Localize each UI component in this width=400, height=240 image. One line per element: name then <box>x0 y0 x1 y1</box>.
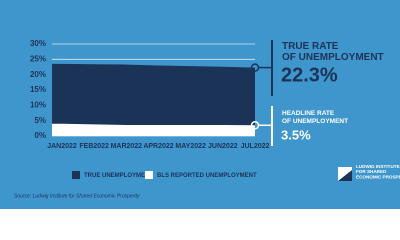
source: Source: Ludwig Institute for Shared Econ… <box>14 193 140 199</box>
y-tick-label: 20% <box>30 70 46 79</box>
logo-mark <box>338 170 352 181</box>
logo: LUDWIG INSTITUTE FOR SHARED ECONOMIC PROSP… <box>356 164 400 179</box>
annotation: HEADLINE RATE OF UNEMPLOYMENT <box>282 110 348 125</box>
area <box>52 63 255 136</box>
y-tick-label: 0% <box>34 131 46 140</box>
x-tick-label: MAY2022 <box>175 143 206 150</box>
annotation: TRUE RATE OF UNEMPLOYMENT <box>282 41 384 63</box>
x-tick-label: MAR2022 <box>111 143 143 150</box>
x-tick-label: JUN2022 <box>208 143 238 150</box>
legend-label: BLS REPORTED UNEMPLOYMENT <box>157 173 257 179</box>
y-tick-label: 25% <box>30 54 46 63</box>
y-tick-label: 30% <box>30 39 46 48</box>
annotation-value: 22.3% <box>281 64 338 86</box>
legend-swatch <box>72 171 80 179</box>
y-tick-label: 15% <box>30 85 46 94</box>
x-tick-label: JAN2022 <box>47 143 77 150</box>
chart: 0% 5% 10% 15% 20% 25% 30% JAN2022 FEB2022 MAR2022… <box>0 0 400 209</box>
legend-label: TRUE UNEMPLOYMENT <box>84 173 153 179</box>
x-tick-label: APR2022 <box>143 143 173 150</box>
area <box>52 123 255 136</box>
x-tick-label: FEB2022 <box>79 143 109 150</box>
legend-swatch <box>145 171 153 179</box>
y-tick-label: 5% <box>34 116 46 125</box>
y-tick-label: 10% <box>30 100 46 109</box>
x-tick-label: JUL2022 <box>241 143 270 150</box>
annotation-value: 3.5% <box>281 127 311 142</box>
